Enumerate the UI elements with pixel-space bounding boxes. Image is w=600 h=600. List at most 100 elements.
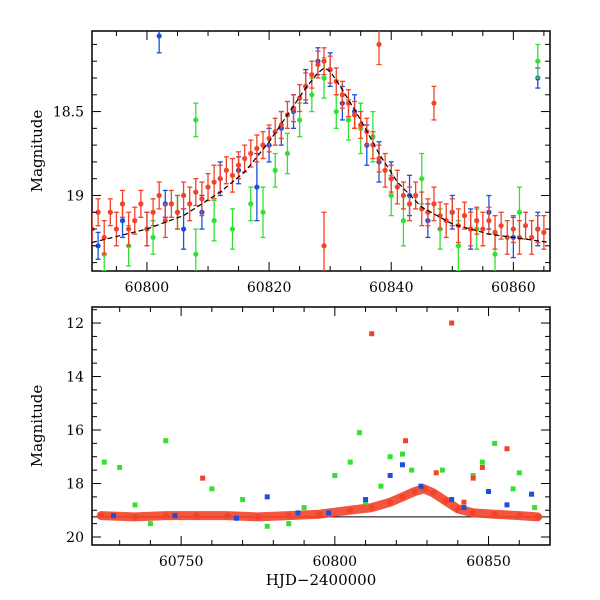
bottom-data-point [369,331,375,337]
top-data-point [101,234,107,241]
bottom-band-point [516,512,523,519]
top-y-axis-title: Magnitude [28,110,46,193]
bottom-data-point [409,467,415,473]
bottom-axes: 60750 60800 60850 12 14 16 18 20 [66,307,551,570]
top-data-point [150,209,156,215]
bottom-data-point [200,475,206,481]
bottom-band-point [132,513,139,520]
top-data-point [260,209,266,215]
bottom-plot-frame [91,306,551,546]
bottom-y-tick-label: 12 [66,316,84,332]
top-data-point [107,209,113,215]
top-data-point [126,226,132,232]
top-data-point [211,179,217,185]
bottom-data-point [295,510,301,516]
bottom-data-point [378,483,384,489]
bottom-data-point [264,494,270,500]
bottom-data-point [516,470,522,476]
bottom-data-point [510,486,516,492]
bottom-data-point [240,497,246,503]
top-data-point [205,184,211,190]
top-data-point [492,229,498,235]
top-data-point [193,117,199,123]
top-data-point [199,196,205,202]
top-data-point [437,213,443,219]
bottom-data-point [264,523,270,529]
bottom-data-point [347,459,353,465]
bottom-y-tick-label: 16 [66,423,84,439]
bottom-data-point [439,467,445,473]
top-data-point [510,226,516,232]
bottom-band-point [285,512,292,519]
top-data-point [119,218,126,224]
top-data-point [266,135,272,142]
bottom-x-tick-label: 60850 [466,554,511,570]
top-data-point [400,218,407,224]
top-data-point [468,226,474,232]
bottom-data-point [117,464,123,470]
bottom-band-point [162,512,169,519]
top-data-point [254,145,260,152]
top-data-point [168,201,174,207]
top-data-point [95,243,101,249]
top-model-curve [92,67,550,244]
bottom-data-point [332,472,338,478]
top-data-point [529,234,535,241]
bottom-y-tick-label: 18 [66,476,84,492]
top-data-point [541,229,547,235]
top-data-point [388,176,394,182]
bottom-band-point [316,511,323,518]
bottom-data-point [486,489,492,495]
top-data-point [382,167,388,173]
top-data-point [174,209,181,215]
top-data-point [260,142,266,148]
top-data-point [229,226,236,232]
top-data-point [321,243,327,249]
bottom-data-point [326,510,332,516]
bottom-data-point [504,446,510,452]
top-data-point [181,192,187,199]
bottom-data-point [172,513,178,519]
top-data-point [413,192,419,199]
bottom-band-point [368,504,375,511]
bottom-data-point [301,505,307,511]
top-data-point [297,95,303,101]
bottom-data-point [449,497,455,503]
top-data-point [181,226,187,232]
top-data-point [211,218,217,224]
bottom-data-point [387,454,393,460]
top-x-tick-label: 60820 [247,280,292,296]
bottom-data-point [356,430,362,436]
bottom-y-tick-label: 14 [66,370,84,386]
top-data-point [461,213,468,219]
bottom-data-point [492,440,498,446]
top-data-point [193,251,199,257]
top-data-point [516,234,523,241]
bottom-y-tick-label: 20 [66,530,84,546]
bottom-x-axis-title: HJD−2400000 [266,571,377,589]
top-y-tick-label: 19 [66,188,84,204]
bottom-data-point [479,459,485,465]
top-data-point [498,223,504,229]
bottom-data-point [418,483,424,489]
bottom-data-point [209,486,215,492]
top-data-point [156,33,162,39]
bottom-data-point [470,472,476,478]
top-data-point [284,150,291,157]
top-data-point [272,167,278,173]
bottom-data-point [504,502,510,508]
top-data-point [248,201,254,207]
bottom-band-point [254,513,261,520]
bottom-data-point [387,472,393,478]
top-data-point [443,218,449,224]
bottom-data-point [101,459,107,465]
top-plot-marks [92,31,550,271]
bottom-data-point [163,438,169,444]
bottom-data-point [363,497,369,503]
bottom-data-point [399,451,405,457]
bottom-band-point [491,511,498,518]
top-data-point [193,189,199,195]
bottom-band-point [387,499,394,506]
top-data-point [333,108,339,115]
